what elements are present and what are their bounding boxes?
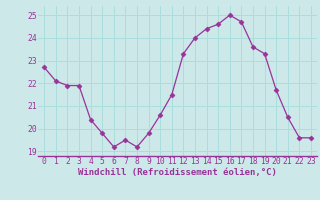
X-axis label: Windchill (Refroidissement éolien,°C): Windchill (Refroidissement éolien,°C) [78, 168, 277, 177]
